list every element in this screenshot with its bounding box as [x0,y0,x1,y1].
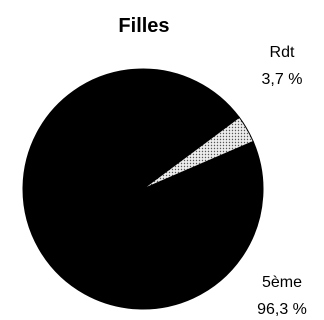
slice-label-rdt-value: 3,7 % [262,71,303,88]
slice-label-5eme-value: 96,3 % [257,301,307,318]
pie-slices [22,68,264,310]
slice-label-5eme-name: 5ème [262,274,302,291]
chart-title: Filles [118,15,169,37]
slice-label-rdt-name: Rdt [270,44,295,61]
pie-slice-rdt [142,116,254,190]
